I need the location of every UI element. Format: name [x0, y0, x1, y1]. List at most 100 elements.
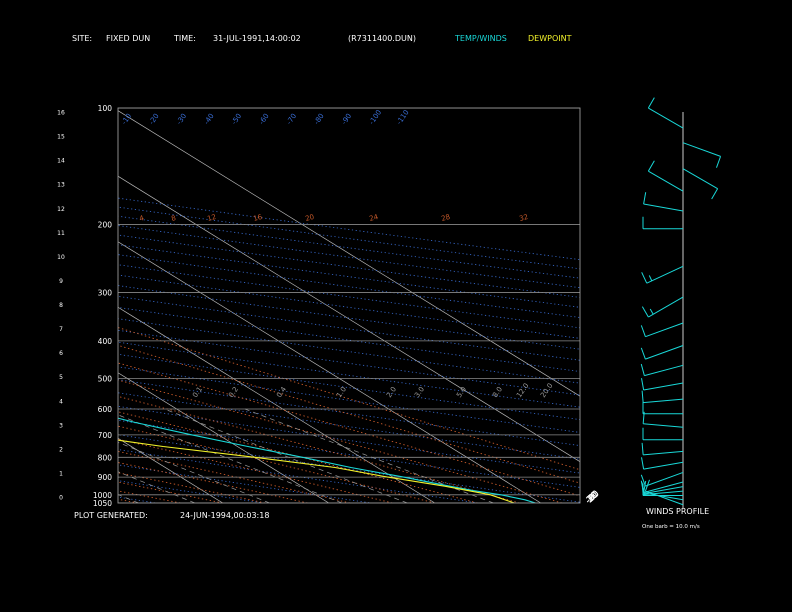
wind-barb — [643, 423, 684, 428]
pressure-tick-label: 300 — [98, 289, 113, 298]
height-tick-label: 10 — [57, 254, 65, 261]
wind-barb — [645, 471, 684, 487]
wind-barb — [682, 142, 721, 157]
plot-frame — [117, 107, 581, 504]
isotherm-line — [118, 372, 329, 503]
wind-barb-flag — [641, 272, 648, 284]
height-tick-label: 11 — [57, 230, 65, 237]
sounding-lines — [118, 417, 536, 503]
file-name: (R7311400.DUN) — [348, 34, 416, 43]
pressure-tick-label: 800 — [98, 453, 113, 462]
site-value: FIXED DUN — [106, 34, 150, 43]
wind-barb-flag — [648, 275, 653, 282]
wind-barb — [644, 364, 684, 377]
wind-barb-flag — [716, 156, 722, 168]
height-tick-label: 14 — [57, 158, 65, 165]
moist-adiabat-line — [118, 425, 435, 503]
chart-footer: PLOT GENERATED: 24-JUN-1994,00:03:18 WIN… — [74, 507, 709, 530]
isotherm-line — [118, 306, 435, 503]
height-tick-label: 13 — [57, 182, 65, 189]
wind-barb-flag — [711, 188, 719, 200]
wind-barb-flag — [641, 390, 644, 403]
diagram-background-lines — [118, 108, 580, 503]
height-tick-label: 15 — [57, 134, 65, 141]
pressure-tick-label: 1050 — [93, 499, 112, 508]
moist-adiabat-line — [118, 344, 580, 484]
moist-adiabat-label: 24 — [368, 213, 379, 223]
wind-barb — [645, 490, 684, 506]
moist-adiabat-line — [118, 395, 520, 503]
mixing-ratio-line — [244, 408, 494, 503]
time-value: 31-JUL-1991,14:00:02 — [213, 34, 301, 43]
winds-profile-note: One barb = 10.0 m/s — [642, 524, 700, 530]
moist-adiabat-line — [118, 462, 308, 503]
pressure-tick-label: 200 — [98, 220, 113, 229]
chart-header: SITE: FIXED DUN TIME: 31-JUL-1991,14:00:… — [72, 34, 572, 43]
wind-barb — [643, 490, 684, 496]
wind-barb — [648, 296, 684, 318]
wind-barb-flag — [647, 97, 655, 109]
dewpoint-profile — [118, 439, 515, 503]
site-label: SITE: — [72, 34, 92, 43]
wind-barb-flag — [647, 160, 655, 172]
pressure-tick-label: 1000 — [93, 491, 112, 500]
moist-adiabat-label: 8 — [170, 214, 176, 223]
wind-barb — [643, 382, 684, 391]
wind-barb-flag — [641, 306, 649, 318]
right-temperature-label: 0 — [587, 492, 598, 503]
moist-adiabat-label: 32 — [518, 213, 529, 223]
pressure-tick-label: 100 — [98, 104, 113, 113]
wind-barb — [643, 486, 684, 495]
wind-barb — [682, 168, 718, 190]
pressure-tick-label: 600 — [98, 405, 113, 414]
height-tick-label: 3 — [59, 422, 63, 429]
wind-barb-flag — [640, 325, 646, 337]
dry-adiabat-line — [118, 392, 580, 460]
height-tick-label: 2 — [59, 446, 63, 453]
wind-barb-flag — [643, 192, 647, 205]
height-tick-label: 4 — [59, 398, 63, 405]
wind-barb — [644, 481, 684, 493]
dry-adiabat-line — [118, 419, 580, 488]
wind-barb — [643, 398, 684, 404]
legend-temp-winds: TEMP/WINDS — [454, 34, 507, 43]
isotherm-line — [118, 175, 580, 463]
moist-adiabat-label: 20 — [304, 213, 315, 223]
dry-adiabat-line — [118, 379, 580, 447]
height-tick-label: 16 — [57, 110, 65, 117]
height-tick-label: 5 — [59, 374, 63, 381]
mixing-ratio-line — [164, 408, 408, 503]
pressure-tick-label: 400 — [98, 337, 113, 346]
moist-adiabat-label: 28 — [440, 213, 451, 223]
height-tick-label: 6 — [59, 350, 63, 357]
wind-barb-flag — [640, 480, 645, 493]
height-tick-label: 1 — [59, 470, 63, 477]
wind-barb — [648, 107, 684, 129]
pressure-tick-label: 900 — [98, 473, 113, 482]
dry-adiabat-line — [118, 254, 580, 318]
mixing-ratio-line — [118, 442, 270, 503]
mixing-ratio-line — [118, 414, 343, 503]
winds-profile-title: WINDS PROFILE — [646, 507, 709, 516]
legend-dewpoint: DEWPOINT — [528, 34, 572, 43]
temperature-profile — [118, 417, 536, 503]
height-tick-label: 7 — [59, 326, 63, 333]
dry-adiabat-line — [118, 206, 580, 270]
isotherm-line — [118, 110, 580, 397]
wind-barb — [643, 461, 684, 470]
moist-adiabat-line — [118, 379, 563, 503]
wind-barb — [646, 265, 684, 284]
wind-barb-flag — [640, 347, 646, 360]
wind-barb-flag — [640, 474, 646, 487]
wind-barb — [645, 322, 684, 338]
pressure-tick-label: 500 — [98, 374, 113, 383]
wind-barb — [643, 203, 684, 212]
wind-barb-flag — [649, 308, 654, 315]
height-tick-label: 12 — [57, 206, 65, 213]
height-tick-label: 0 — [59, 495, 63, 502]
generated-label: PLOT GENERATED: — [74, 511, 148, 520]
time-label: TIME: — [173, 34, 196, 43]
isotherm-line — [118, 241, 541, 503]
